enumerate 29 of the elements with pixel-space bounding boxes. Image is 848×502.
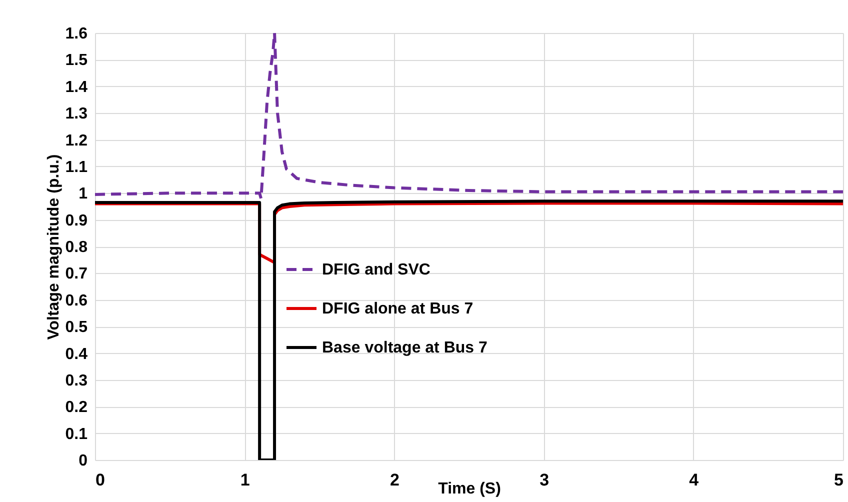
y-tick-label: 1.5: [65, 52, 88, 70]
y-tick-label: 1: [78, 186, 88, 203]
legend-label: DFIG alone at Bus 7: [322, 300, 474, 318]
line-series: [95, 200, 843, 460]
y-tick-label: 0.2: [65, 399, 88, 416]
y-tick-label: 0.5: [65, 319, 88, 336]
y-tick-label: 0.6: [65, 292, 88, 310]
x-tick-label: 5: [834, 470, 844, 490]
y-tick-label: 0.8: [65, 239, 88, 256]
x-tick-label: 1: [240, 470, 250, 490]
x-axis-title: Time (S): [438, 480, 501, 498]
legend-label: Base voltage at Bus 7: [322, 340, 488, 356]
y-tick-label: 0.7: [65, 266, 88, 283]
x-tick-label: 4: [689, 470, 700, 490]
y-tick-label: 0.9: [65, 212, 88, 230]
y-tick-label: 0: [78, 452, 88, 470]
x-tick-label: 2: [390, 470, 400, 490]
y-tick-label: 1.2: [65, 132, 88, 150]
y-tick-label: 1.4: [65, 78, 88, 96]
y-tick-label: 1.6: [65, 26, 88, 42]
x-tick-label: 0: [96, 470, 105, 490]
y-tick-label: 0.3: [65, 372, 88, 390]
y-tick-label: 0.4: [65, 346, 88, 363]
legend-label: DFIG and SVC: [322, 262, 431, 278]
y-tick-label: 1.3: [65, 106, 88, 123]
y-axis-title: Voltage magnitude (p.u.): [45, 154, 62, 340]
y-tick-label: 0.1: [65, 426, 88, 443]
y-tick-label: 1.1: [65, 158, 88, 176]
x-tick-label: 3: [540, 470, 550, 490]
